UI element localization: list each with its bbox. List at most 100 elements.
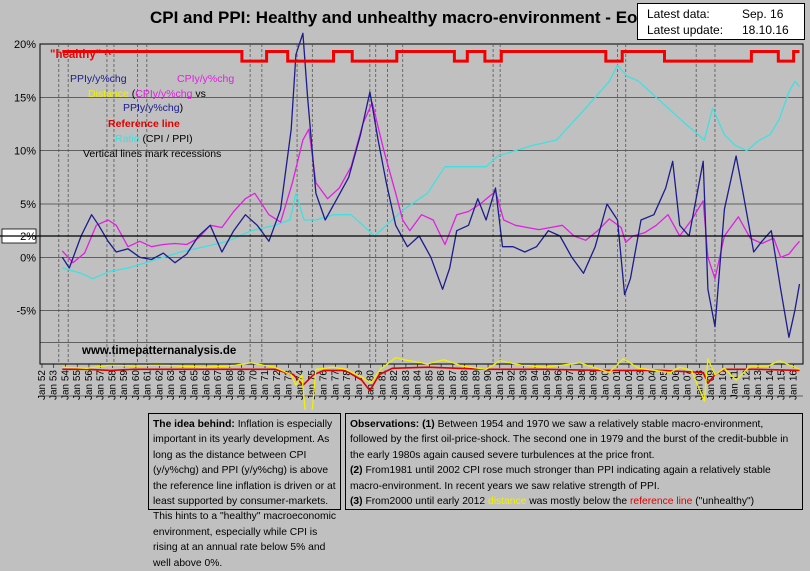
x-tick-label: Jan 13 — [753, 370, 764, 400]
x-tick-label: Jan 99 — [589, 370, 600, 400]
x-tick-label: Jan 87 — [448, 370, 459, 400]
x-tick-label: Jan 97 — [565, 370, 576, 400]
legend-distance-a: CPIy/y%chg — [135, 88, 192, 100]
x-tick-label: Jan 96 — [553, 370, 564, 400]
y-tick-label: -5% — [16, 306, 36, 318]
page-title: CPI and PPI: Healthy and unhealthy macro… — [150, 8, 652, 27]
x-tick-label: Jan 72 — [272, 370, 283, 400]
observation-3: (3) From2000 until early 2012 distance w… — [350, 496, 755, 508]
y-tick-label: 20% — [14, 39, 36, 51]
legend-distance-b: PPIy/y%chg — [123, 102, 180, 114]
x-tick-label: Jan 15 — [777, 370, 788, 400]
legend-distance: Distance (CPIy/y%chg vs — [88, 88, 206, 100]
x-tick-label: Jan 82 — [389, 370, 400, 400]
healthy-label: "healthy" ^ — [50, 49, 111, 61]
x-tick-label: Jan 04 — [647, 370, 658, 400]
x-tick-label: Jan 85 — [424, 370, 435, 400]
x-tick-label: Jan 61 — [143, 370, 154, 400]
x-tick-label: Jan 10 — [718, 370, 729, 400]
x-tick-label: Jan 05 — [659, 370, 670, 400]
series-line-distance — [62, 356, 800, 410]
latest-data-value: Sep. 16 — [742, 7, 784, 21]
chart: 20%15%10%5%2%0%-5% Jan 52 Jan 53 Jan 54 Jan… — [0, 32, 804, 410]
y-tick-label: 10% — [14, 146, 36, 158]
legend-ppi: PPIy/y%chg — [70, 73, 127, 85]
legend-distance-label: Distance — [88, 88, 129, 100]
y-tick-label: 0% — [20, 252, 36, 264]
observations-box: Observations: (1) Between 1954 and 1970 … — [345, 413, 803, 510]
x-tick-label: Jan 58 — [107, 370, 118, 400]
legend: PPIy/y%chg CPIy/y%chg Distance (CPIy/y%c… — [70, 73, 234, 160]
x-tick-label: Jan 07 — [683, 370, 694, 400]
x-tick-label: Jan 63 — [166, 370, 177, 400]
idea-heading: The idea behind: — [153, 419, 235, 430]
x-tick-label: Jan 00 — [600, 370, 611, 400]
legend-reference: Reference line — [108, 118, 180, 130]
x-tick-label: Jan 08 — [694, 370, 705, 400]
x-tick-label: Jan 94 — [530, 370, 541, 400]
healthy-step-line — [62, 49, 800, 63]
latest-data-label: Latest data: — [647, 7, 710, 21]
idea-box: The idea behind: Inflation is especially… — [148, 413, 341, 569]
series-line-ppi — [61, 32, 801, 338]
x-tick-label: Jan 65 — [190, 370, 201, 400]
legend-cpi: CPIy/y%chg — [177, 73, 234, 85]
y-axis: 20% 15% 10% 5% 2% 0% -5% — [1, 39, 37, 318]
x-tick-label: Jan 57 — [96, 370, 107, 400]
legend-recessions: Vertical lines mark recessions — [83, 148, 221, 160]
x-tick-label: Jan 54 — [60, 370, 71, 400]
x-tick-label: Jan 69 — [237, 370, 248, 400]
y-tick-label: 15% — [14, 92, 36, 104]
x-tick-label: Jan 12 — [741, 370, 752, 400]
legend-distance-vs: vs — [195, 88, 206, 100]
x-tick-label: Jan 75 — [307, 370, 318, 400]
idea-text: Inflation is especially important in its… — [153, 419, 337, 569]
x-tick-label: Jan 06 — [671, 370, 682, 400]
legend-distance-b-line: PPIy/y%chg) — [123, 102, 183, 114]
x-tick-label: Jan 88 — [460, 370, 471, 400]
series-line-ratio — [62, 64, 800, 280]
x-tick-label: Jan 98 — [577, 370, 588, 400]
obs-distance-word: distance — [487, 496, 527, 508]
latest-update-value: 18.10.16 — [742, 23, 789, 37]
x-tick-label: Jan 16 — [788, 370, 799, 400]
latest-update-label: Latest update: — [647, 23, 724, 37]
info-box: Latest data: Sep. 16 Latest update: 18.1… — [637, 3, 805, 40]
x-tick-label: Jan 11 — [730, 370, 741, 400]
x-tick-label: Jan 53 — [49, 370, 60, 400]
legend-ratio-detail: (CPI / PPI) — [142, 133, 192, 145]
series-lines — [61, 32, 801, 410]
x-tick-label: Jan 71 — [260, 370, 271, 400]
x-tick-label: Jan 55 — [72, 370, 83, 400]
series-line-cpi — [61, 102, 800, 280]
x-tick-label: Jan 91 — [495, 370, 506, 400]
x-tick-label: Jan 95 — [542, 370, 553, 400]
x-tick-label: Jan 81 — [377, 370, 388, 400]
x-tick-label: Jan 64 — [178, 370, 189, 400]
x-tick-label: Jan 73 — [284, 370, 295, 400]
x-tick-label: Jan 66 — [201, 370, 212, 400]
x-tick-label: Jan 90 — [483, 370, 494, 400]
recession-lines — [58, 44, 716, 364]
x-tick-label: Jan 60 — [131, 370, 142, 400]
x-axis: Jan 52 Jan 53 Jan 54 Jan 55 Jan 56 Jan 57 Jan … — [37, 364, 799, 400]
x-tick-label: Jan 68 — [225, 370, 236, 400]
x-tick-label: Jan 52 — [37, 370, 48, 400]
x-tick-label: Jan 76 — [319, 370, 330, 400]
x-tick-label: Jan 89 — [471, 370, 482, 400]
x-tick-label: Jan 59 — [119, 370, 130, 400]
x-tick-label: Jan 70 — [248, 370, 259, 400]
x-tick-label: Jan 74 — [295, 370, 306, 400]
x-tick-label: Jan 67 — [213, 370, 224, 400]
x-tick-label: Jan 03 — [636, 370, 647, 400]
x-tick-label: Jan 56 — [84, 370, 95, 400]
x-tick-label: Jan 78 — [342, 370, 353, 400]
x-tick-label: Jan 80 — [366, 370, 377, 400]
legend-ratio-label: Ratio — [115, 133, 140, 145]
watermark: www.timepatternanalysis.de — [81, 345, 236, 357]
gridlines — [40, 43, 803, 397]
x-tick-label: Jan 86 — [436, 370, 447, 400]
x-tick-label: Jan 84 — [413, 370, 424, 400]
legend-ratio: Ratio (CPI / PPI) — [115, 133, 193, 145]
observation-2: (2) From1981 until 2002 CPI rose much st… — [350, 465, 771, 492]
